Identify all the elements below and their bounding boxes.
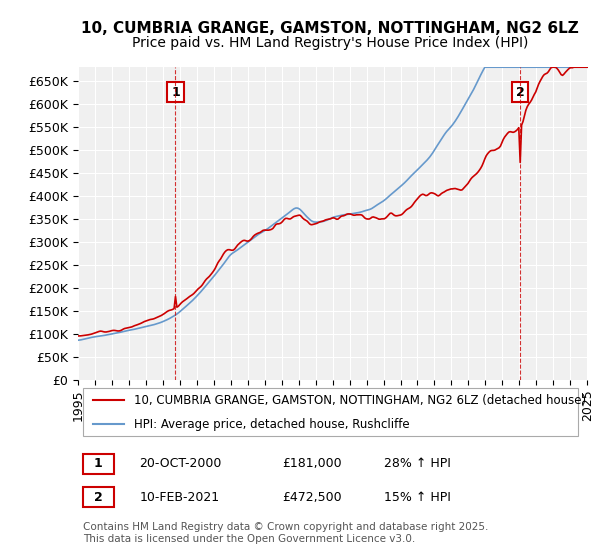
Text: 10, CUMBRIA GRANGE, GAMSTON, NOTTINGHAM, NG2 6LZ: 10, CUMBRIA GRANGE, GAMSTON, NOTTINGHAM,…: [81, 21, 579, 36]
FancyBboxPatch shape: [83, 454, 114, 474]
FancyBboxPatch shape: [83, 388, 578, 436]
Text: 1: 1: [94, 457, 103, 470]
Text: 2: 2: [94, 491, 103, 503]
Text: 10, CUMBRIA GRANGE, GAMSTON, NOTTINGHAM, NG2 6LZ (detached house): 10, CUMBRIA GRANGE, GAMSTON, NOTTINGHAM,…: [134, 394, 586, 407]
Text: 10-FEB-2021: 10-FEB-2021: [139, 491, 220, 503]
Text: 20-OCT-2000: 20-OCT-2000: [139, 457, 221, 470]
Text: £181,000: £181,000: [282, 457, 341, 470]
Text: 1: 1: [171, 86, 180, 99]
Text: 2: 2: [516, 86, 524, 99]
Text: 15% ↑ HPI: 15% ↑ HPI: [384, 491, 451, 503]
Text: Price paid vs. HM Land Registry's House Price Index (HPI): Price paid vs. HM Land Registry's House …: [132, 36, 528, 50]
Text: HPI: Average price, detached house, Rushcliffe: HPI: Average price, detached house, Rush…: [134, 418, 410, 431]
Text: Contains HM Land Registry data © Crown copyright and database right 2025.
This d: Contains HM Land Registry data © Crown c…: [83, 522, 488, 544]
FancyBboxPatch shape: [83, 487, 114, 507]
Text: 28% ↑ HPI: 28% ↑ HPI: [384, 457, 451, 470]
Text: £472,500: £472,500: [282, 491, 341, 503]
